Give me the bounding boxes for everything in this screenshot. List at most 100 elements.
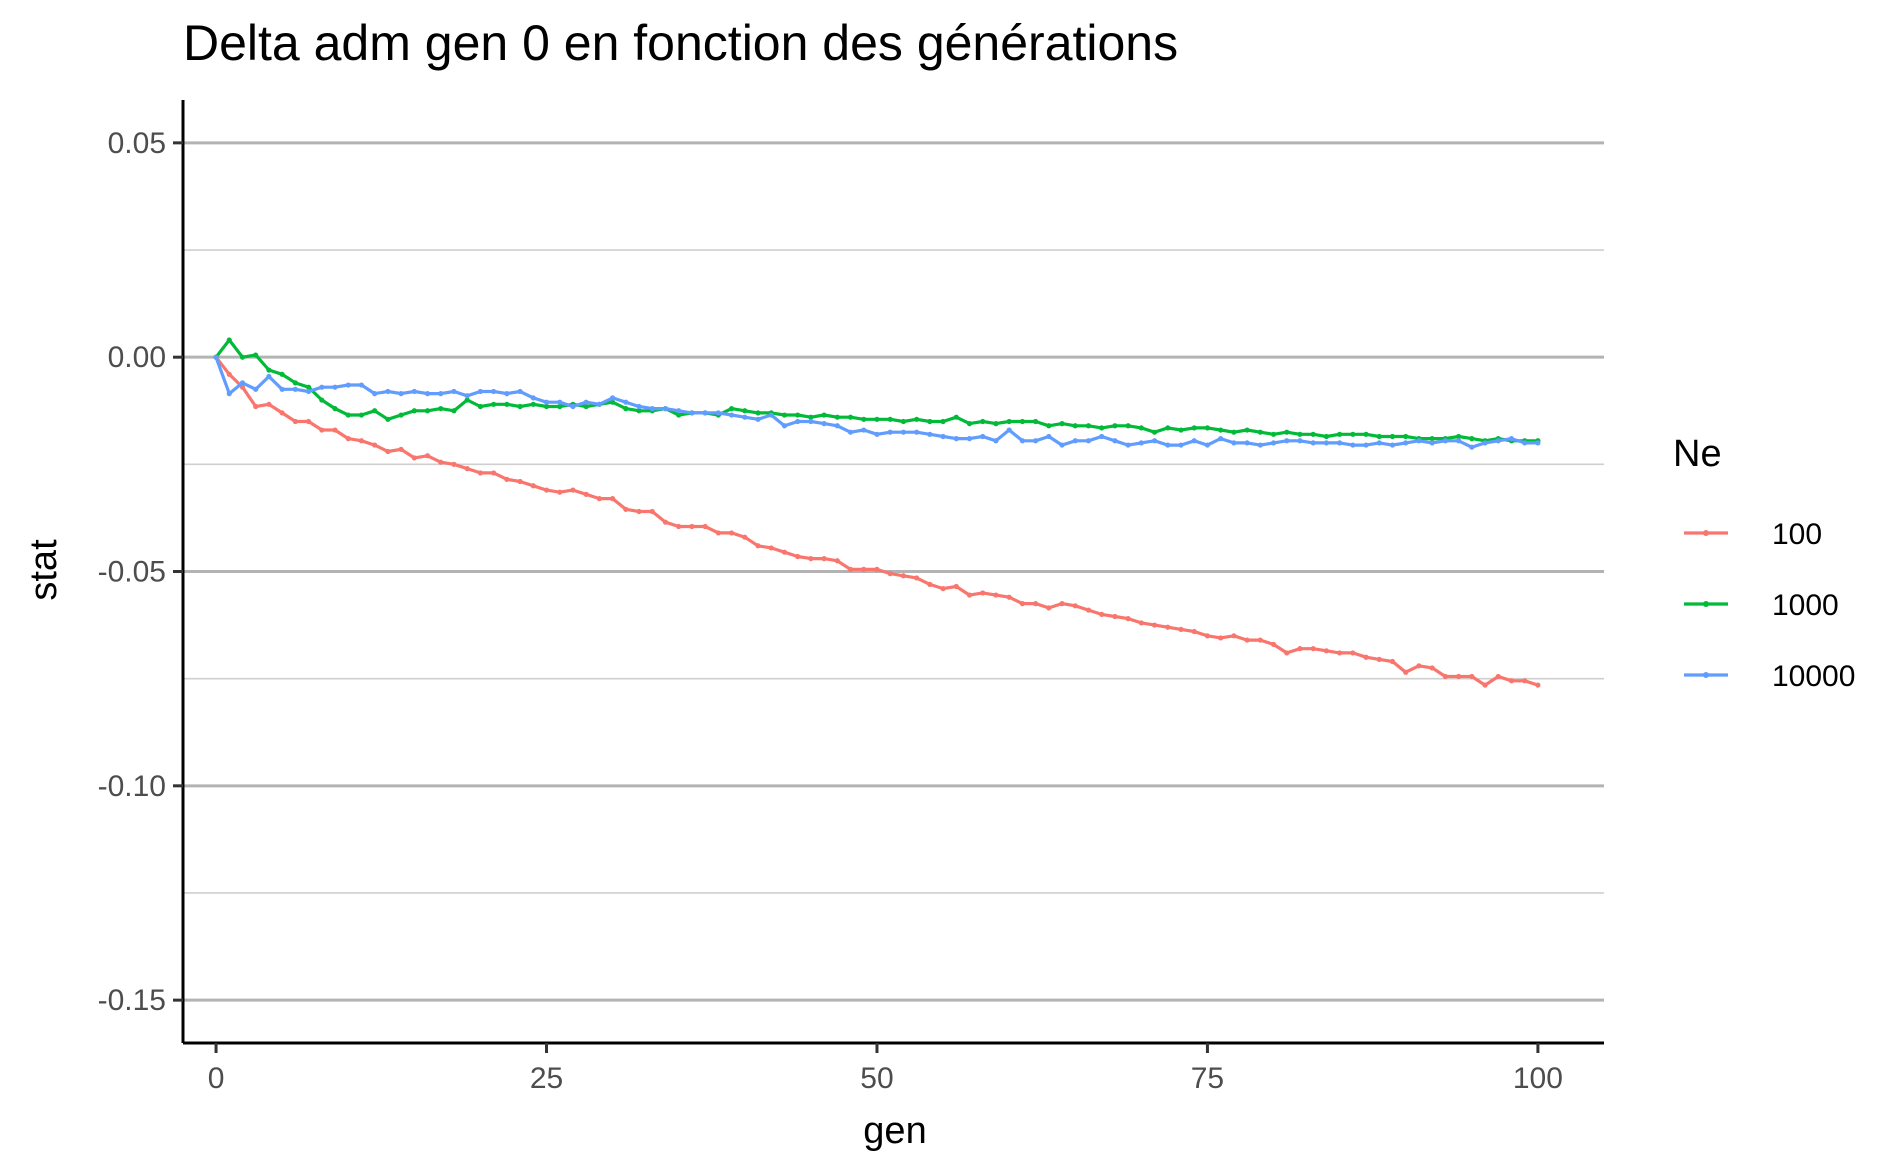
y-axis-ticks: 0.05 0.00 -0.05 -0.10 -0.15	[98, 127, 183, 1017]
point-10000-44	[795, 418, 801, 425]
point-10000-29	[596, 401, 602, 407]
point-1000-67	[1099, 425, 1105, 431]
point-10000-96	[1482, 440, 1488, 446]
point-10000-95	[1469, 444, 1475, 450]
point-100-21	[491, 470, 497, 476]
point-100-1	[226, 371, 232, 377]
point-100-57	[966, 592, 973, 598]
point-1000-59	[993, 421, 999, 427]
point-10000-52	[900, 429, 907, 435]
x-tick-label-0: 0	[208, 1062, 225, 1095]
point-100-43	[781, 549, 788, 555]
point-10000-13	[385, 388, 391, 395]
point-100-20	[477, 470, 484, 476]
point-1000-35	[676, 412, 682, 418]
point-100-86	[1350, 650, 1356, 656]
point-100-24	[530, 483, 536, 489]
point-1000-28	[583, 403, 589, 410]
y-tick-label-2: -0.05	[98, 556, 166, 589]
point-100-58	[980, 590, 986, 596]
point-10000-17	[438, 391, 444, 397]
point-10000-82	[1297, 438, 1303, 444]
point-100-11	[358, 438, 365, 444]
point-1000-6	[292, 380, 298, 386]
point-10000-50	[874, 431, 880, 437]
point-10000-93	[1442, 438, 1448, 444]
point-10000-37	[702, 410, 708, 416]
point-10000-10	[345, 382, 351, 388]
point-1000-30	[610, 399, 616, 405]
point-10000-45	[808, 418, 814, 425]
point-1000-2	[239, 354, 246, 360]
point-1000-15	[411, 408, 417, 414]
point-10000-98	[1508, 436, 1515, 442]
point-100-29	[596, 496, 602, 502]
point-10000-70	[1138, 440, 1144, 446]
point-100-31	[623, 506, 629, 512]
point-1000-79	[1257, 429, 1263, 435]
point-1000-58	[980, 418, 986, 425]
point-10000-36	[689, 410, 695, 416]
point-10000-40	[742, 414, 748, 420]
point-10000-54	[927, 431, 933, 437]
point-100-30	[610, 496, 616, 502]
point-1000-21	[491, 401, 497, 407]
point-1000-43	[781, 412, 788, 418]
point-100-9	[332, 427, 338, 433]
point-1000-26	[557, 403, 563, 410]
point-10000-69	[1125, 442, 1131, 448]
point-10000-78	[1244, 440, 1250, 446]
point-100-66	[1085, 607, 1092, 613]
point-1000-9	[332, 406, 338, 412]
point-1000-80	[1270, 431, 1277, 437]
point-10000-9	[332, 384, 338, 390]
point-100-52	[900, 573, 907, 579]
point-10000-26	[557, 399, 563, 405]
point-1000-19	[464, 397, 470, 403]
point-100-98	[1508, 678, 1515, 684]
point-1000-1	[226, 337, 232, 343]
point-100-85	[1337, 650, 1343, 656]
point-10000-71	[1151, 438, 1158, 444]
point-10000-8	[319, 384, 325, 390]
point-10000-59	[993, 438, 999, 444]
point-10000-88	[1376, 440, 1382, 446]
point-1000-44	[795, 412, 801, 418]
point-1000-10	[345, 412, 351, 418]
point-100-100	[1535, 682, 1541, 688]
point-1000-76	[1218, 427, 1224, 433]
point-10000-19	[464, 393, 470, 399]
point-1000-64	[1059, 421, 1065, 427]
point-100-42	[768, 545, 774, 551]
point-10000-46	[821, 421, 827, 427]
point-100-70	[1138, 620, 1144, 626]
point-10000-1	[226, 391, 232, 397]
point-100-60	[1006, 594, 1012, 600]
point-1000-73	[1178, 427, 1184, 433]
point-100-17	[438, 459, 444, 465]
point-1000-87	[1363, 431, 1369, 437]
point-10000-76	[1218, 436, 1224, 442]
legend-key-point-10000	[1703, 672, 1709, 678]
point-100-25	[543, 487, 550, 493]
point-10000-30	[610, 395, 616, 401]
point-10000-83	[1310, 440, 1316, 446]
point-10000-18	[451, 388, 457, 395]
point-100-49	[861, 566, 867, 572]
point-10000-89	[1389, 442, 1396, 448]
point-100-4	[266, 401, 272, 407]
point-1000-48	[847, 414, 854, 420]
point-10000-28	[583, 399, 589, 405]
point-1000-78	[1244, 427, 1250, 433]
point-100-16	[424, 453, 431, 459]
point-10000-64	[1059, 442, 1065, 448]
point-1000-71	[1151, 429, 1158, 435]
point-100-95	[1469, 673, 1475, 680]
point-1000-25	[543, 403, 550, 410]
point-10000-85	[1337, 440, 1343, 446]
point-10000-91	[1416, 438, 1422, 444]
point-100-87	[1363, 654, 1369, 660]
point-10000-61	[1019, 438, 1025, 444]
point-100-63	[1046, 605, 1052, 611]
point-10000-79	[1257, 442, 1263, 448]
